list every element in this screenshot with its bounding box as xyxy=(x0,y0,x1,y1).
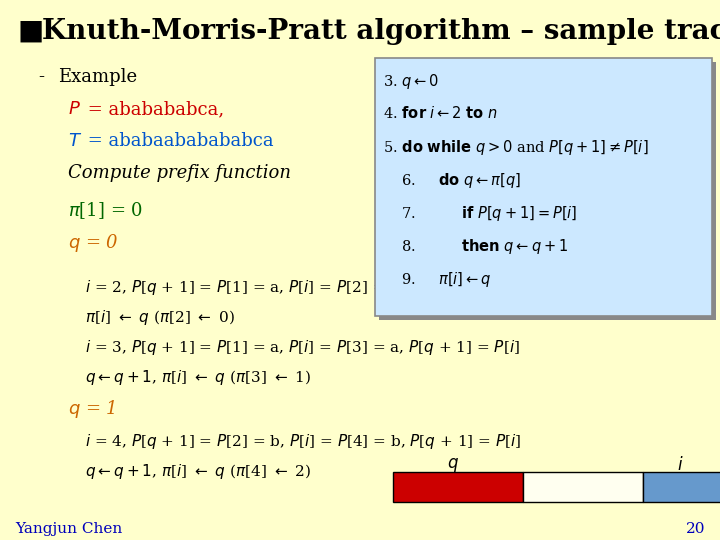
Bar xyxy=(643,472,720,502)
Text: Knuth-Morris-Pratt algorithm – sample trace: Knuth-Morris-Pratt algorithm – sample tr… xyxy=(42,18,720,45)
Text: $i$ = 3, $P$[$q$ + 1] = $P$[1] = a, $P$[$i$] = $P$[3] = a, $P$[$q$ + 1] = $P$[$i: $i$ = 3, $P$[$q$ + 1] = $P$[1] = a, $P$[… xyxy=(85,338,520,357)
Bar xyxy=(393,472,523,502)
Text: 6.     $\mathbf{do}$ $q \leftarrow \pi[q]$: 6. $\mathbf{do}$ $q \leftarrow \pi[q]$ xyxy=(401,171,521,190)
Text: = ababaababababca: = ababaababababca xyxy=(82,132,274,150)
Text: $\pi$[1] = 0: $\pi$[1] = 0 xyxy=(68,200,143,221)
Text: = ababababca,: = ababababca, xyxy=(82,100,224,118)
Text: $i$ = 2, $P$[$q$ + 1] = $P$[1] = a, $P$[$i$] = $P$[2] = b, $P$[$q$ + 1] $\neq$ $: $i$ = 2, $P$[$q$ + 1] = $P$[1] = a, $P$[… xyxy=(85,278,526,297)
Text: 3. $q \leftarrow 0$: 3. $q \leftarrow 0$ xyxy=(383,72,439,91)
Text: -: - xyxy=(38,68,44,86)
Text: $i$ = 4, $P$[$q$ + 1] = $P$[2] = b, $P$[$i$] = $P$[4] = b, $P$[$q$ + 1] = $P$[$i: $i$ = 4, $P$[$q$ + 1] = $P$[2] = b, $P$[… xyxy=(85,432,521,451)
Text: 20: 20 xyxy=(685,522,705,536)
Text: $T$: $T$ xyxy=(68,132,82,150)
Text: $P$: $P$ xyxy=(68,100,81,118)
Text: 8.          $\mathbf{then}$ $q \leftarrow q + 1$: 8. $\mathbf{then}$ $q \leftarrow q + 1$ xyxy=(401,237,568,256)
Text: ■: ■ xyxy=(18,18,44,45)
Text: $q$ = 0: $q$ = 0 xyxy=(68,232,119,254)
Text: $i$: $i$ xyxy=(677,456,683,474)
Text: $q$ = 1: $q$ = 1 xyxy=(68,398,116,420)
Text: $q$: $q$ xyxy=(447,456,459,474)
Text: 9.     $\pi[i] \leftarrow q$: 9. $\pi[i] \leftarrow q$ xyxy=(401,270,491,289)
Bar xyxy=(523,472,643,502)
Bar xyxy=(375,58,712,316)
Text: $q \leftarrow q + 1$, $\pi$[$i$] $\leftarrow$ $q$ ($\pi$[3] $\leftarrow$ 1): $q \leftarrow q + 1$, $\pi$[$i$] $\lefta… xyxy=(85,368,311,387)
Text: 7.          $\mathbf{if}$ $P[q + 1] = P[i]$: 7. $\mathbf{if}$ $P[q + 1] = P[i]$ xyxy=(401,204,577,223)
Text: 4. $\mathbf{for}$ $i \leftarrow 2$ $\mathbf{to}$ $n$: 4. $\mathbf{for}$ $i \leftarrow 2$ $\mat… xyxy=(383,105,498,121)
Text: 5. $\mathbf{do\ while}$ $q > 0$ and $P[q + 1] \neq P[i]$: 5. $\mathbf{do\ while}$ $q > 0$ and $P[q… xyxy=(383,138,649,157)
Text: $q \leftarrow q + 1$, $\pi$[$i$] $\leftarrow$ $q$ ($\pi$[4] $\leftarrow$ 2): $q \leftarrow q + 1$, $\pi$[$i$] $\lefta… xyxy=(85,462,311,481)
Text: Compute prefix function: Compute prefix function xyxy=(68,164,291,182)
Text: Yangjun Chen: Yangjun Chen xyxy=(15,522,122,536)
Text: Example: Example xyxy=(58,68,137,86)
Text: $\pi$[$i$] $\leftarrow$ $q$ ($\pi$[2] $\leftarrow$ 0): $\pi$[$i$] $\leftarrow$ $q$ ($\pi$[2] $\… xyxy=(85,308,235,327)
Bar xyxy=(379,62,716,320)
